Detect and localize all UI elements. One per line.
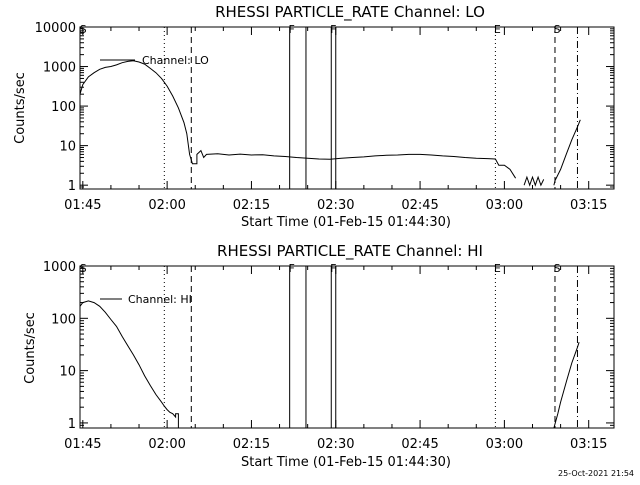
lo-channel-panel: RHESSI PARTICLE_RATE Channel: LO 1101001… [13, 3, 615, 230]
event-marker-label: F [289, 23, 295, 36]
x-axis: 01:45 02:00 02:15 02:30 02:45 03:00 03:15 [64, 266, 607, 452]
event-marker-label: S [553, 23, 560, 36]
series-line [79, 300, 179, 428]
x-tick-label: 02:30 [317, 437, 354, 452]
event-marker-label: F [330, 23, 336, 36]
event-marker-label: S [553, 262, 560, 275]
y-axis-label: Counts/sec [13, 72, 28, 144]
legend-label: Channel: LO [142, 54, 209, 67]
x-tick-label: 01:45 [64, 437, 101, 452]
event-marker-label: E [494, 262, 501, 275]
y-tick-label: 1000 [43, 61, 76, 76]
series-group [79, 300, 580, 429]
x-tick-label: 02:15 [233, 437, 270, 452]
event-marker-label: S [80, 23, 87, 36]
x-tick-label: 02:00 [148, 437, 185, 452]
x-tick-label: 03:00 [486, 198, 523, 213]
x-tick-label: 02:00 [148, 198, 185, 213]
event-marker-label: E [494, 23, 501, 36]
x-axis-label: Start Time (01-Feb-15 01:44:30) [241, 215, 451, 230]
x-tick-label: 02:30 [317, 198, 354, 213]
y-axis-label: Counts/sec [23, 312, 38, 384]
y-tick-label: 1 [68, 179, 76, 194]
event-marker-label: F [330, 262, 336, 275]
x-axis: 01:45 02:00 02:15 02:30 02:45 03:00 03:15 [64, 27, 607, 213]
generation-timestamp: 25-Oct-2021 21:54 [558, 469, 634, 478]
y-tick-label: 1000 [43, 260, 76, 275]
y-tick-label: 10000 [35, 21, 76, 36]
x-tick-label: 03:15 [570, 437, 607, 452]
plot-frame [79, 265, 615, 429]
y-axis: 1 10 100 1000 [43, 260, 614, 432]
series-line [79, 60, 517, 179]
legend-label: Channel: HI [128, 293, 192, 306]
x-tick-label: 02:15 [233, 198, 270, 213]
legend: Channel: LO [100, 54, 209, 67]
y-tick-label: 1 [68, 417, 76, 432]
chart-title: RHESSI PARTICLE_RATE Channel: LO [215, 3, 485, 22]
series-line [553, 119, 581, 186]
x-tick-label: 02:45 [401, 198, 438, 213]
x-axis-label: Start Time (01-Feb-15 01:44:30) [241, 455, 451, 470]
event-marker-label: S [80, 262, 87, 275]
x-tick-label: 02:45 [401, 437, 438, 452]
hi-channel-panel: RHESSI PARTICLE_RATE Channel: HI 1101001… [23, 242, 615, 470]
event-marker-label: F [289, 262, 295, 275]
series-line [523, 175, 545, 187]
x-tick-label: 03:15 [570, 198, 607, 213]
y-axis: 1 10 100 1000 10000 [35, 21, 614, 194]
y-tick-label: 10 [59, 365, 76, 380]
legend: Channel: HI [100, 293, 192, 306]
x-tick-label: 03:00 [486, 437, 523, 452]
y-tick-label: 10 [59, 140, 76, 155]
series-group [79, 60, 581, 187]
x-tick-label: 01:45 [64, 198, 101, 213]
plot-frame [79, 26, 615, 190]
y-tick-label: 100 [51, 100, 76, 115]
chart-title: RHESSI PARTICLE_RATE Channel: HI [217, 242, 483, 261]
y-tick-label: 100 [51, 312, 76, 327]
series-line [553, 342, 580, 429]
